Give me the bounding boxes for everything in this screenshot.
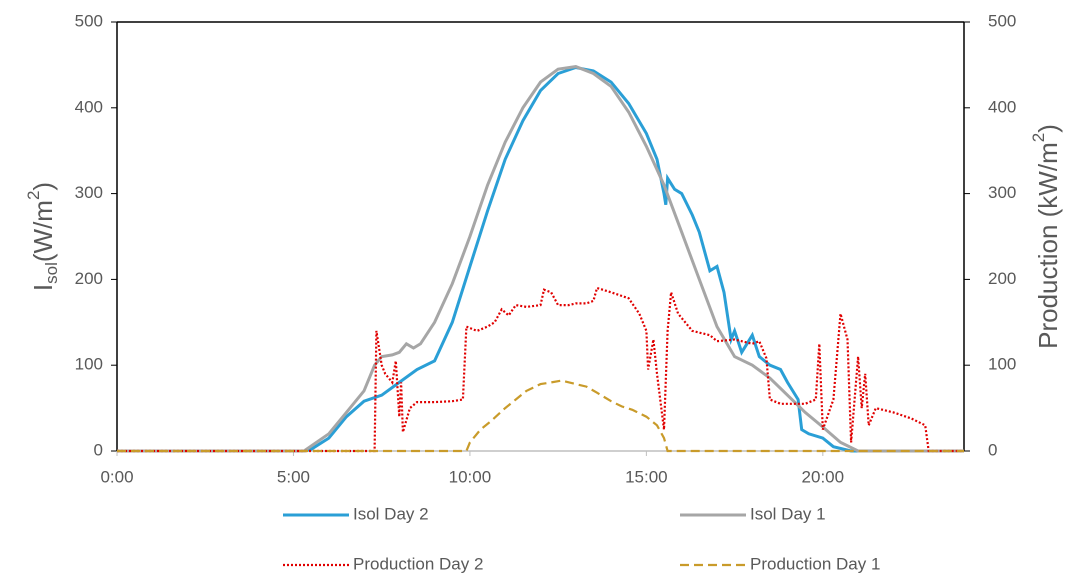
legend-label: Production Day 1 — [750, 554, 880, 573]
x-tick-label: 15:00 — [625, 467, 668, 486]
y-tick-label: 500 — [75, 11, 103, 30]
y2-axis-title-part: 2 — [1029, 133, 1048, 142]
x-tick-label: 5:00 — [277, 467, 310, 486]
y-axis-title-part: I — [28, 284, 58, 291]
y2-axis-title-part: Production (kW/m — [1033, 142, 1063, 349]
x-tick-label: 20:00 — [802, 467, 845, 486]
y-tick-label: 0 — [94, 440, 103, 459]
y-axis-title: Isol(W/m2) — [24, 182, 61, 291]
x-tick-label: 0:00 — [100, 467, 133, 486]
series-line — [117, 65, 964, 453]
y-axis-title-part: sol — [42, 262, 61, 284]
y2-tick-label: 0 — [988, 440, 997, 459]
y2-tick-label: 500 — [988, 11, 1016, 30]
series-line — [117, 286, 964, 453]
y-axis-title-part: 2 — [24, 191, 43, 200]
y-axis-title-part: ) — [28, 182, 58, 191]
y2-tick-label: 400 — [988, 97, 1016, 116]
legend-label: Isol Day 1 — [750, 504, 826, 523]
y2-tick-label: 100 — [988, 355, 1016, 374]
y-tick-label: 300 — [75, 183, 103, 202]
series-line — [117, 379, 964, 453]
series-line — [117, 65, 964, 453]
y-tick-label: 200 — [75, 269, 103, 288]
y2-tick-label: 300 — [988, 183, 1016, 202]
y2-tick-label: 200 — [988, 269, 1016, 288]
y2-axis-title-part: ) — [1033, 124, 1063, 133]
y-axis-title-part: (W/m — [28, 200, 58, 262]
y2-axis-title: Production (kW/m2) — [1029, 124, 1062, 349]
legend-label: Isol Day 2 — [353, 504, 429, 523]
y-tick-label: 400 — [75, 97, 103, 116]
legend-label: Production Day 2 — [353, 554, 483, 573]
y-tick-label: 100 — [75, 355, 103, 374]
x-tick-label: 10:00 — [449, 467, 492, 486]
